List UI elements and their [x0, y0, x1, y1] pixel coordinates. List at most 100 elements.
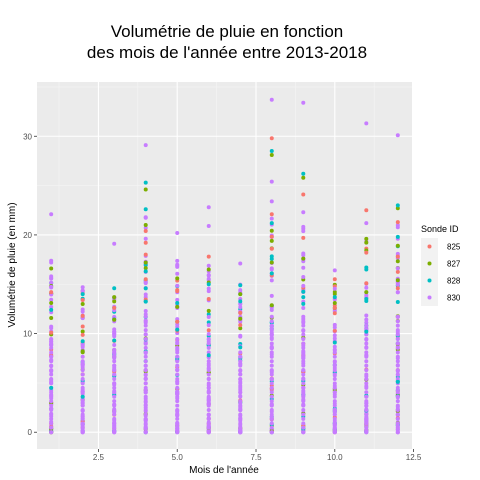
data-point: [175, 376, 180, 381]
data-point: [49, 345, 54, 350]
data-point-830: [364, 121, 369, 126]
data-point-827: [143, 223, 148, 228]
data-point: [238, 299, 243, 304]
data-point: [301, 385, 306, 390]
data-point: [364, 317, 369, 322]
data-point-830: [364, 221, 369, 226]
data-point: [269, 266, 274, 271]
data-point: [143, 236, 148, 241]
data-point: [332, 385, 337, 390]
data-point: [364, 350, 369, 355]
data-point: [332, 372, 337, 377]
data-point: [206, 341, 211, 346]
legend-key-828: [427, 278, 432, 283]
data-point-825: [49, 330, 54, 335]
data-point: [269, 421, 274, 426]
data-point: [80, 359, 85, 364]
data-point: [301, 381, 306, 386]
data-point: [80, 412, 85, 417]
data-point-830: [395, 430, 400, 435]
data-point: [238, 326, 243, 331]
data-point-827: [206, 308, 211, 313]
data-point: [301, 425, 306, 430]
data-point: [112, 381, 117, 386]
data-point: [112, 416, 117, 421]
data-point: [238, 354, 243, 359]
data-point: [80, 298, 85, 303]
data-point-825: [332, 305, 337, 310]
data-point: [332, 286, 337, 291]
data-point: [206, 412, 211, 417]
data-point: [301, 251, 306, 256]
data-point-828: [112, 286, 117, 291]
data-point: [112, 412, 117, 417]
data-point: [49, 403, 54, 408]
data-point: [143, 354, 148, 359]
data-point-828: [238, 283, 243, 288]
data-point: [364, 372, 369, 377]
legend-label-825: 825: [447, 243, 461, 252]
data-point: [238, 363, 243, 368]
data-point-828: [112, 338, 117, 343]
data-point-830: [395, 133, 400, 138]
data-point: [395, 394, 400, 399]
data-point: [395, 403, 400, 408]
data-point-827: [112, 317, 117, 322]
data-point-825: [143, 252, 148, 257]
data-point: [143, 350, 148, 355]
data-point-830: [80, 285, 85, 290]
legend-label-830: 830: [447, 294, 461, 303]
data-point: [143, 403, 148, 408]
y-tick-label: 30: [23, 132, 32, 141]
data-point: [269, 234, 274, 239]
data-point: [80, 332, 85, 337]
data-point: [332, 381, 337, 386]
data-point-827: [395, 243, 400, 248]
data-point: [49, 372, 54, 377]
data-point: [269, 314, 274, 319]
data-point-830: [49, 274, 54, 279]
data-point: [143, 336, 148, 341]
x-tick-label: 7.5: [250, 453, 262, 462]
data-point: [206, 403, 211, 408]
data-point-825: [269, 246, 274, 251]
legend-key-827: [427, 261, 432, 266]
data-point-828: [80, 292, 85, 297]
data-point: [175, 354, 180, 359]
data-point: [269, 412, 274, 417]
data-point-830: [301, 430, 306, 435]
x-tick-label: 12.5: [406, 453, 422, 462]
data-point: [301, 368, 306, 373]
data-point: [175, 283, 180, 288]
data-point: [301, 224, 306, 229]
y-tick-label: 0: [28, 428, 33, 437]
data-point: [395, 341, 400, 346]
data-point: [395, 345, 400, 350]
data-point-830: [238, 430, 243, 435]
data-point: [238, 333, 243, 338]
data-point: [395, 421, 400, 426]
data-point: [112, 350, 117, 355]
data-point-828: [269, 271, 274, 276]
x-axis-title: Mois de l'année: [189, 465, 259, 476]
data-point: [364, 354, 369, 359]
data-point-828: [332, 295, 337, 300]
data-point: [364, 320, 369, 325]
data-point: [301, 359, 306, 364]
data-point: [206, 421, 211, 426]
minor-gridlines: [37, 82, 412, 449]
data-point: [238, 381, 243, 386]
data-point: [395, 332, 400, 337]
data-point: [143, 412, 148, 417]
data-point: [143, 359, 148, 364]
data-point: [238, 416, 243, 421]
data-point-830: [269, 430, 274, 435]
data-point: [49, 376, 54, 381]
data-point: [143, 421, 148, 426]
data-point: [395, 314, 400, 319]
data-point-825: [206, 297, 211, 302]
data-point-827: [143, 260, 148, 265]
data-point: [112, 425, 117, 430]
data-point-827: [395, 206, 400, 211]
data-point: [175, 421, 180, 426]
